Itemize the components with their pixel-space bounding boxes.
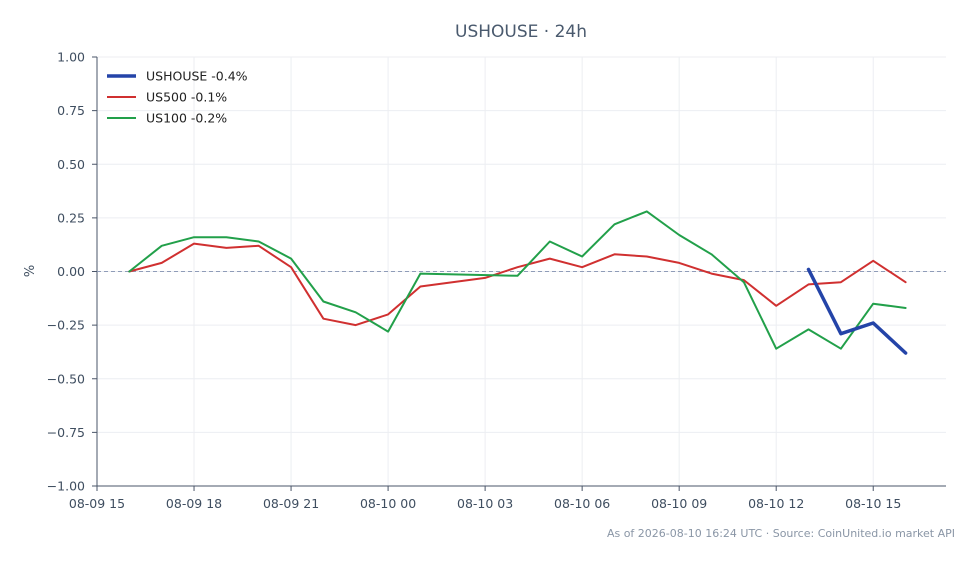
- legend: USHOUSE -0.4% US500 -0.1% US100 -0.2%: [107, 69, 248, 126]
- x-tick-label: 08-10 09: [651, 496, 707, 511]
- y-tick-label: 0.00: [57, 264, 85, 279]
- x-tick-label: 08-10 03: [457, 496, 513, 511]
- series-line-us100: [128, 210, 907, 350]
- y-tick-label: −0.75: [47, 425, 85, 440]
- legend-label: US100 -0.2%: [146, 111, 227, 126]
- x-tick-label: 08-09 21: [263, 496, 319, 511]
- x-tick-label: 08-10 15: [845, 496, 901, 511]
- x-tick-label: 08-09 18: [166, 496, 222, 511]
- y-tick-label: −0.25: [47, 318, 85, 333]
- x-tick-label: 08-09 15: [69, 496, 125, 511]
- y-tick-label: −0.50: [47, 371, 85, 386]
- series-line-us500: [128, 242, 907, 327]
- series-lines: [128, 210, 908, 355]
- y-tick-label: 0.50: [57, 157, 85, 172]
- y-tick-label: 0.25: [57, 210, 85, 225]
- legend-label: US500 -0.1%: [146, 90, 227, 105]
- y-tick-label: 1.00: [57, 50, 85, 65]
- y-tick-label: −1.00: [47, 479, 85, 494]
- source-footer: As of 2026-08-10 16:24 UTC · Source: Coi…: [607, 527, 955, 540]
- x-tick-label: 08-10 00: [360, 496, 416, 511]
- x-tick-label: 08-10 06: [554, 496, 610, 511]
- legend-label: USHOUSE -0.4%: [146, 69, 248, 84]
- y-tick-label: 0.75: [57, 103, 85, 118]
- series-line-ushouse: [806, 267, 908, 355]
- x-tick-label: 08-10 12: [748, 496, 804, 511]
- y-axis-label: %: [23, 265, 38, 277]
- chart-title: USHOUSE · 24h: [455, 22, 587, 42]
- axes: 1.00 0.75 0.50 0.25 0.00 −0.25 −0.50 −0.75 −1.00…: [47, 50, 946, 511]
